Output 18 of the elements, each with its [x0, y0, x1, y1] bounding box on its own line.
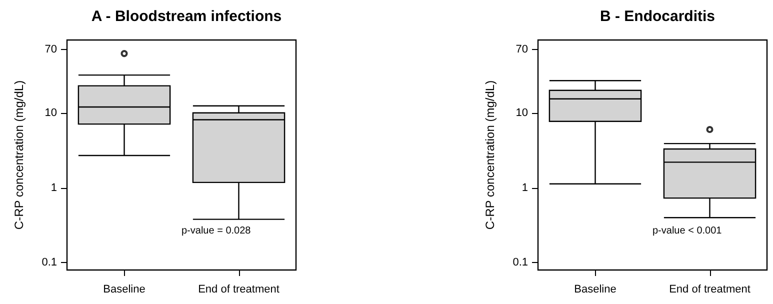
y-tick-label: 1 [522, 182, 528, 194]
y-tick-label: 10 [44, 106, 57, 119]
y-axis-title: C-RP concentration (mg/dL) [483, 80, 497, 230]
x-tick-label: End of treatment [669, 284, 750, 296]
annotation: p-value = 0.028 [182, 226, 252, 236]
y-tick-label: 0.1 [512, 256, 528, 269]
y-tick-label: 70 [516, 44, 528, 56]
x-tick-label: End of treatment [198, 284, 280, 296]
chart-title: B - Endocarditis [600, 8, 716, 25]
y-tick-label: 1 [50, 182, 57, 194]
annotation: p-value < 0.001 [652, 226, 722, 236]
y-axis-title: C-RP concentration (mg/dL) [12, 80, 26, 230]
chart-title: A - Bloodstream infections [91, 8, 282, 25]
y-tick-label: 0.1 [42, 256, 57, 269]
x-tick-label: Baseline [103, 284, 146, 296]
y-tick-label: 70 [44, 44, 57, 56]
y-tick-label: 10 [516, 106, 528, 119]
x-tick-label: Baseline [574, 284, 616, 296]
